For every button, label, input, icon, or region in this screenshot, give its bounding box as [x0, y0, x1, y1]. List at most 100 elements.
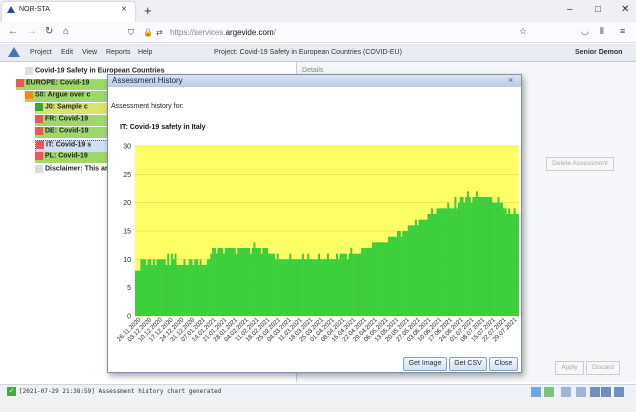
get-csv-button[interactable]: Get CSV [449, 357, 487, 371]
lock-icon[interactable]: 🔒 [143, 28, 153, 37]
chart-bar [226, 248, 229, 316]
permissions-icon[interactable]: ⇄ [156, 28, 163, 37]
chart-bar [269, 253, 272, 316]
chart-bar [179, 265, 182, 316]
reload-icon[interactable]: ↻ [45, 26, 54, 37]
tree-node[interactable]: S0: Argue over c [25, 91, 108, 102]
dialog-titlebar[interactable] [108, 75, 521, 87]
menu-edit[interactable]: Edit [61, 49, 74, 56]
chart-bar [341, 253, 344, 316]
chart-bar [160, 259, 163, 316]
tree-node[interactable]: DE: Covid-19 [35, 127, 108, 138]
chart-bar [352, 253, 355, 316]
chart-bar [271, 253, 274, 316]
project-title: Project: Covid-19 Safety in European Cou… [214, 49, 402, 56]
status-tool-icon[interactable] [614, 387, 624, 397]
chart-bar [298, 259, 301, 316]
status-tool-icon[interactable] [544, 387, 554, 397]
apply-button[interactable]: Apply [555, 361, 584, 375]
menu-help[interactable]: Help [138, 49, 153, 56]
dialog-close-icon[interactable]: × [508, 75, 514, 85]
tree-node[interactable]: EUROPE: Covid-19 [16, 79, 108, 90]
menu-project[interactable]: Project [30, 49, 52, 56]
chart-bar [206, 259, 209, 316]
node-status-icon [36, 141, 44, 149]
status-tool-icon[interactable] [531, 387, 541, 397]
chart-bar [488, 197, 491, 316]
forward-icon[interactable]: → [27, 26, 37, 37]
delete-assessment-button[interactable]: Delete Assessment [546, 157, 614, 171]
pocket-icon[interactable]: ◡ [581, 26, 589, 36]
chart-bar [382, 242, 385, 316]
chart-bar [219, 248, 222, 316]
chart-bar [309, 259, 312, 316]
close-button[interactable]: Close [489, 357, 518, 371]
chart-bar [359, 253, 362, 316]
chart-bar [441, 208, 444, 316]
chart-bar [440, 208, 443, 316]
chart-bar [475, 191, 478, 316]
chart-bar [312, 259, 315, 316]
chart-bar [396, 231, 399, 316]
y-tick-label: 20 [123, 200, 131, 207]
home-icon[interactable]: ⌂ [63, 26, 70, 37]
bookmark-star-icon[interactable]: ☆ [519, 26, 528, 36]
chart-bar [305, 259, 308, 316]
tree-node[interactable]: J0: Sample c [35, 103, 108, 114]
chart-bar [291, 259, 294, 316]
tree-node[interactable]: FR: Covid-19 [35, 115, 108, 126]
chart-bar [264, 248, 267, 316]
chart-bar [465, 197, 468, 316]
chart-bar [221, 248, 224, 316]
chart-bar [265, 248, 268, 316]
new-tab-icon[interactable]: + [144, 3, 152, 18]
tree-node[interactable]: Disclaimer: This ar [35, 165, 108, 176]
chart-bar [300, 259, 303, 316]
chart-bar [510, 214, 513, 316]
tree-node[interactable]: PL: Covid-19 [35, 152, 108, 163]
chart-bar [318, 253, 321, 316]
chart-bar [210, 253, 213, 316]
get-image-button[interactable]: Get Image [403, 357, 447, 371]
chart-bar [152, 259, 155, 316]
chart-bar [161, 259, 164, 316]
chart-bar [213, 248, 216, 316]
status-tool-icon[interactable] [601, 387, 611, 397]
chart-bar [260, 253, 263, 316]
chart-bar [167, 253, 170, 316]
chart-bar [343, 253, 346, 316]
chart-bar [495, 202, 498, 316]
status-tool-icon[interactable] [576, 387, 586, 397]
status-tool-icon[interactable] [561, 387, 571, 397]
back-icon[interactable]: ← [8, 26, 18, 37]
status-tool-icon[interactable] [590, 387, 600, 397]
chart-bar [449, 208, 452, 316]
chart-bar [493, 202, 496, 316]
chart-bar [427, 214, 430, 316]
user-name[interactable]: Senior Demon [575, 49, 623, 56]
chart-bar [165, 265, 168, 316]
window-close-icon[interactable]: ✕ [621, 4, 630, 15]
chart-bar [301, 253, 304, 316]
tree-node[interactable]: Covid-19 Safety in European Countries [25, 67, 165, 78]
discard-button[interactable]: Discard [586, 361, 620, 375]
chart-bar [423, 219, 426, 316]
chart-bar [511, 214, 514, 316]
tab-close-icon[interactable]: × [121, 4, 127, 15]
y-tick-label: 0 [127, 314, 131, 321]
chart-bar [481, 197, 484, 316]
shield-icon[interactable]: ⛉ [128, 28, 134, 37]
chart-bar [499, 202, 502, 316]
menu-view[interactable]: View [82, 49, 98, 56]
chart-bar [391, 236, 394, 316]
maximize-icon[interactable]: □ [595, 4, 602, 15]
minimize-icon[interactable]: – [567, 4, 573, 15]
horizontal-scrollbar[interactable] [0, 401, 636, 412]
chart-bar [389, 236, 392, 316]
app-menu-icon[interactable]: ≡ [620, 26, 626, 36]
browser-tab[interactable] [2, 2, 135, 22]
nav-toolbar [0, 22, 636, 43]
menu-reports[interactable]: Reports [106, 49, 131, 56]
library-icon[interactable]: ⫴ [600, 26, 604, 36]
app-menu-bar [0, 44, 636, 62]
